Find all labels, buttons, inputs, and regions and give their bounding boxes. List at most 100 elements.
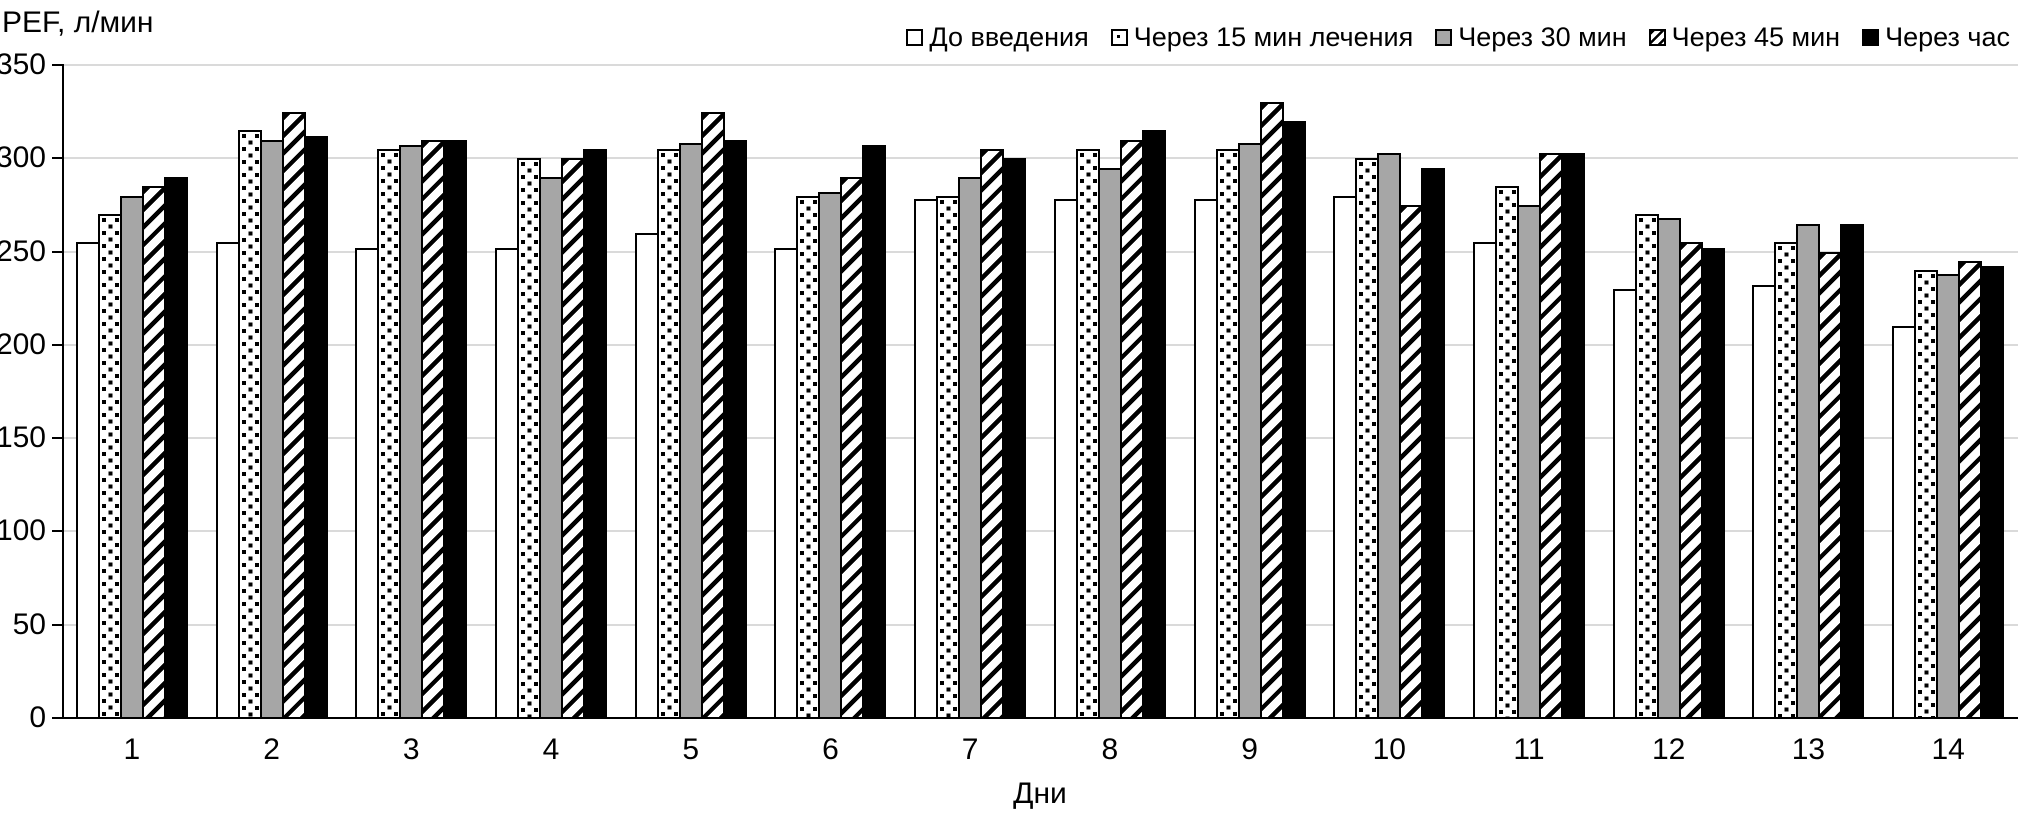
legend-item-15min: Через 15 мин лечения <box>1110 22 1414 53</box>
bar-day9-black <box>1281 120 1306 719</box>
gridline <box>62 623 2018 626</box>
bar-day7-gray <box>958 176 983 719</box>
bar-day6-black <box>862 145 887 719</box>
x-tick-label: 12 <box>1652 733 1686 766</box>
bar-day11-white <box>1473 242 1497 719</box>
bar-day7-white <box>914 199 939 719</box>
legend-label: Через час <box>1885 22 2010 52</box>
legend-item-45min: Через 45 мин <box>1648 22 1841 53</box>
y-tick-mark <box>52 530 62 533</box>
bar-day13-white <box>1752 285 1777 719</box>
chart-legend: До введения Через 15 мин лечения Через 3… <box>906 22 2010 53</box>
y-tick-label: 150 <box>0 421 46 455</box>
x-tick-label: 9 <box>1241 733 1258 766</box>
y-tick-label: 50 <box>12 607 46 641</box>
y-tick-mark <box>52 157 62 160</box>
legend-item-1hour: Через час <box>1862 22 2010 53</box>
bar-day4-diagonal <box>561 158 585 719</box>
bar-day12-white <box>1612 288 1637 719</box>
bar-day1-dots <box>97 214 122 719</box>
x-tick-label: 1 <box>123 733 141 766</box>
bar-day4-black <box>583 148 607 719</box>
y-tick-label: 300 <box>0 141 46 175</box>
y-tick-mark <box>52 250 62 253</box>
x-tick-label: 13 <box>1791 733 1826 766</box>
bar-day11-black <box>1561 152 1585 719</box>
legend-label: До введения <box>929 22 1089 52</box>
legend-item-before-injection: До введения <box>906 22 1089 53</box>
legend-marker-white-icon <box>906 29 924 46</box>
x-tick-label: 2 <box>263 733 280 766</box>
bar-day11-diagonal <box>1539 152 1563 719</box>
bar-day3-dots <box>377 148 402 719</box>
bar-day13-diagonal <box>1818 251 1843 719</box>
x-tick-label: 8 <box>1101 733 1119 766</box>
x-tick-label: 11 <box>1513 733 1545 766</box>
legend-label: Через 45 мин <box>1671 22 1841 52</box>
bar-day7-black <box>1002 158 1027 719</box>
bar-day6-gray <box>818 191 843 719</box>
bar-day5-diagonal <box>700 111 725 719</box>
bar-day14-diagonal <box>1958 260 1983 719</box>
gridline <box>62 343 2018 346</box>
y-tick-mark <box>52 437 62 440</box>
bar-day9-white <box>1193 199 1218 719</box>
bar-day2-dots <box>237 130 262 719</box>
x-tick-label: 6 <box>822 733 839 766</box>
bar-day8-white <box>1053 199 1078 719</box>
x-axis-line <box>62 717 2018 719</box>
bar-day2-gray <box>259 139 284 719</box>
bar-day8-dots <box>1075 148 1100 719</box>
gridline <box>62 157 2018 160</box>
x-tick-label: 5 <box>682 733 700 766</box>
legend-marker-dotted-icon <box>1110 29 1128 46</box>
bar-day2-black <box>303 135 328 719</box>
bar-day14-gray <box>1936 273 1961 719</box>
bar-day1-gray <box>119 195 144 719</box>
bar-day12-dots <box>1634 214 1659 719</box>
legend-label: Через 30 мин <box>1458 22 1627 52</box>
x-tick-label: 14 <box>1931 733 1965 766</box>
bar-day3-diagonal <box>421 139 446 719</box>
bar-day10-white <box>1333 195 1358 719</box>
y-tick-mark <box>52 717 62 719</box>
x-tick-label: 4 <box>542 733 560 766</box>
bar-day13-gray <box>1796 223 1821 719</box>
gridline <box>62 250 2018 253</box>
bar-day6-white <box>774 247 799 719</box>
bar-day9-diagonal <box>1259 102 1284 719</box>
bar-day6-dots <box>796 195 821 719</box>
bar-day1-diagonal <box>141 186 166 719</box>
bar-day8-diagonal <box>1119 139 1144 719</box>
x-tick-label: 3 <box>402 733 420 766</box>
bar-day5-black <box>722 139 747 719</box>
bar-day7-dots <box>936 195 961 719</box>
legend-marker-black-icon <box>1862 29 1880 46</box>
y-tick-mark <box>52 64 62 66</box>
bar-day3-gray <box>399 145 424 719</box>
legend-label: Через 15 мин лечения <box>1133 22 1414 52</box>
bar-day6-diagonal <box>840 176 865 719</box>
bar-day10-gray <box>1377 152 1402 719</box>
bar-day11-dots <box>1495 186 1519 719</box>
legend-marker-hatched-icon <box>1648 29 1666 46</box>
bar-day1-black <box>163 176 188 719</box>
bar-day14-black <box>1980 266 2005 719</box>
y-axis-title: PEF, л/мин <box>2 6 154 39</box>
bar-day9-dots <box>1215 148 1240 719</box>
bar-day14-white <box>1892 326 1917 719</box>
bar-day8-gray <box>1097 167 1122 719</box>
y-tick-mark <box>52 623 62 626</box>
bar-day13-dots <box>1774 242 1799 719</box>
bar-day10-black <box>1421 167 1446 719</box>
bar-day3-black <box>443 139 468 719</box>
y-tick-label: 200 <box>0 327 46 361</box>
bar-day11-gray <box>1517 204 1541 719</box>
gridline <box>62 64 2018 66</box>
bar-day7-diagonal <box>980 148 1005 719</box>
bar-day13-black <box>1840 223 1865 719</box>
bar-day3-white <box>355 247 380 719</box>
bar-day1-white <box>75 242 100 719</box>
bar-day2-white <box>215 242 240 719</box>
